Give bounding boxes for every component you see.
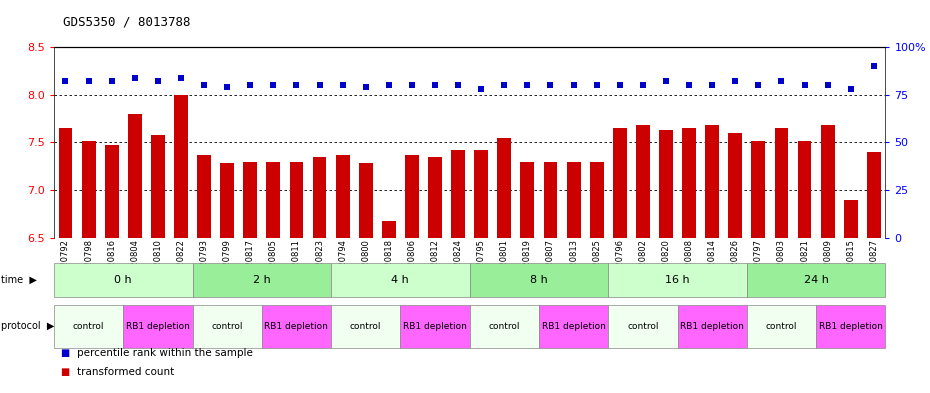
Point <box>451 82 466 88</box>
Point <box>174 75 189 81</box>
Point <box>844 86 858 92</box>
Point <box>612 82 627 88</box>
Point <box>520 82 535 88</box>
Text: RB1 depletion: RB1 depletion <box>818 322 883 331</box>
Bar <box>867 152 881 238</box>
Point <box>728 78 743 84</box>
Bar <box>105 145 119 238</box>
Point <box>312 82 327 88</box>
Text: 24 h: 24 h <box>804 275 829 285</box>
Bar <box>428 157 442 238</box>
Text: 16 h: 16 h <box>665 275 690 285</box>
Text: 0 h: 0 h <box>114 275 132 285</box>
Point <box>405 82 419 88</box>
Point <box>266 82 281 88</box>
Point <box>428 82 443 88</box>
Bar <box>498 138 512 238</box>
Text: 2 h: 2 h <box>253 275 271 285</box>
Bar <box>405 155 418 238</box>
Point <box>682 82 697 88</box>
Text: RB1 depletion: RB1 depletion <box>541 322 605 331</box>
Bar <box>197 155 211 238</box>
Text: RB1 depletion: RB1 depletion <box>126 322 190 331</box>
Point <box>196 82 211 88</box>
Bar <box>127 114 141 238</box>
Text: 8 h: 8 h <box>530 275 548 285</box>
Point <box>658 78 673 84</box>
Point <box>797 82 812 88</box>
Point <box>127 75 142 81</box>
Text: control: control <box>765 322 797 331</box>
Point <box>543 82 558 88</box>
Text: ■: ■ <box>60 367 70 377</box>
Bar <box>151 135 165 238</box>
Point <box>774 78 789 84</box>
Bar <box>312 157 326 238</box>
Text: time  ▶: time ▶ <box>1 275 37 285</box>
Bar <box>775 128 789 238</box>
Text: 4 h: 4 h <box>392 275 409 285</box>
Text: control: control <box>627 322 658 331</box>
Bar <box>728 133 742 238</box>
Point <box>243 82 258 88</box>
Point <box>497 82 512 88</box>
Text: control: control <box>488 322 520 331</box>
Bar <box>289 162 303 238</box>
Point <box>635 82 650 88</box>
Text: RB1 depletion: RB1 depletion <box>680 322 744 331</box>
Bar <box>174 95 188 238</box>
Bar <box>382 220 396 238</box>
Point <box>151 78 166 84</box>
Point <box>81 78 96 84</box>
Point <box>751 82 765 88</box>
Text: percentile rank within the sample: percentile rank within the sample <box>77 348 253 358</box>
Bar <box>636 125 650 238</box>
Bar <box>451 150 465 238</box>
Bar <box>359 163 373 238</box>
Bar <box>820 125 834 238</box>
Bar <box>751 141 765 238</box>
Text: control: control <box>211 322 243 331</box>
Bar <box>82 141 96 238</box>
Bar <box>798 141 812 238</box>
Point <box>590 82 604 88</box>
Point <box>705 82 720 88</box>
Bar <box>543 162 557 238</box>
Bar <box>244 162 258 238</box>
Point <box>358 84 373 90</box>
Bar <box>590 162 604 238</box>
Text: RB1 depletion: RB1 depletion <box>403 322 467 331</box>
Bar <box>59 128 73 238</box>
Bar <box>682 128 696 238</box>
Point <box>219 84 234 90</box>
Bar <box>659 130 673 238</box>
Point <box>335 82 350 88</box>
Text: GDS5350 / 8013788: GDS5350 / 8013788 <box>63 16 191 29</box>
Bar <box>521 162 535 238</box>
Point <box>867 63 882 69</box>
Bar <box>336 155 350 238</box>
Point <box>820 82 835 88</box>
Text: transformed count: transformed count <box>77 367 175 377</box>
Bar <box>220 163 234 238</box>
Bar <box>566 162 580 238</box>
Bar <box>613 128 627 238</box>
Bar <box>474 150 488 238</box>
Point <box>289 82 304 88</box>
Text: ■: ■ <box>60 348 70 358</box>
Point <box>104 78 119 84</box>
Text: RB1 depletion: RB1 depletion <box>264 322 328 331</box>
Bar <box>705 125 719 238</box>
Text: protocol  ▶: protocol ▶ <box>1 321 54 331</box>
Text: control: control <box>350 322 381 331</box>
Point <box>58 78 73 84</box>
Point <box>566 82 581 88</box>
Bar <box>844 200 857 238</box>
Text: control: control <box>73 322 104 331</box>
Bar <box>266 162 280 238</box>
Point <box>473 86 488 92</box>
Point <box>381 82 396 88</box>
